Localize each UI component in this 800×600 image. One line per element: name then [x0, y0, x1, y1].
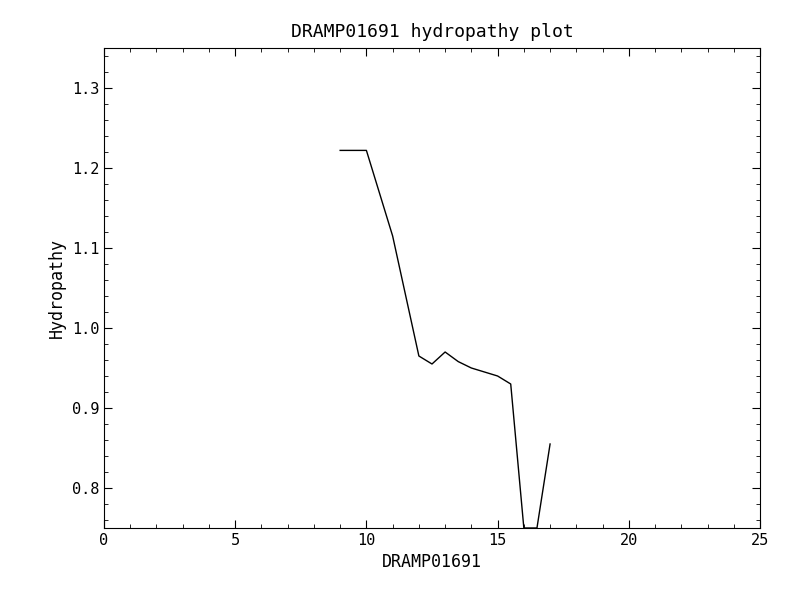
Title: DRAMP01691 hydropathy plot: DRAMP01691 hydropathy plot — [290, 23, 574, 41]
Y-axis label: Hydropathy: Hydropathy — [48, 238, 66, 338]
X-axis label: DRAMP01691: DRAMP01691 — [382, 553, 482, 571]
